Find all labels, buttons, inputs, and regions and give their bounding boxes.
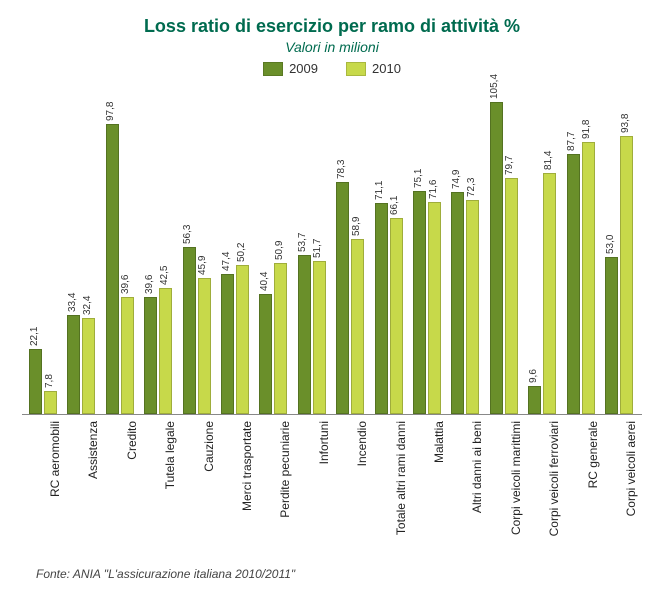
bar-2009: 39,6 xyxy=(144,297,157,414)
bar-2009: 74,9 xyxy=(451,192,464,414)
category-label: Corpi veicoli ferroviari xyxy=(547,421,561,536)
category-label: Tutela legale xyxy=(163,421,177,489)
bar-2009: 22,1 xyxy=(29,349,42,414)
bar-value-label: 39,6 xyxy=(120,274,131,293)
category-label: Incendio xyxy=(355,421,369,466)
bar-value-label: 81,4 xyxy=(543,150,554,169)
bar-value-label: 93,8 xyxy=(620,114,631,133)
bar-2009: 78,3 xyxy=(336,182,349,414)
bar-2010: 50,9 xyxy=(274,263,287,414)
chart-container: Loss ratio di esercizio per ramo di atti… xyxy=(0,0,664,595)
bar-2010: 81,4 xyxy=(543,173,556,414)
bar-value-label: 97,8 xyxy=(105,102,116,121)
bar-2010: 50,2 xyxy=(236,265,249,414)
bar-value-label: 53,0 xyxy=(605,235,616,254)
bar-value-label: 79,7 xyxy=(504,155,515,174)
bar-value-label: 78,3 xyxy=(336,160,347,179)
bar-2009: 56,3 xyxy=(183,247,196,414)
legend-swatch-2009 xyxy=(263,62,283,76)
bar-value-label: 33,4 xyxy=(67,293,78,312)
bar-value-label: 7,8 xyxy=(44,374,55,388)
category-label: Totale altri rami danni xyxy=(394,421,408,535)
bar-value-label: 39,6 xyxy=(144,274,155,293)
bar-2010: 91,8 xyxy=(582,142,595,414)
chart-subtitle: Valori in milioni xyxy=(20,39,644,55)
bar-value-label: 50,9 xyxy=(274,241,285,260)
bar-2009: 53,7 xyxy=(298,255,311,414)
legend-swatch-2010 xyxy=(346,62,366,76)
bar-value-label: 51,7 xyxy=(312,238,323,257)
bar-2010: 72,3 xyxy=(466,200,479,414)
bar-2010: 71,6 xyxy=(428,202,441,414)
bar-2010: 93,8 xyxy=(620,136,633,414)
bar-value-label: 74,9 xyxy=(451,170,462,189)
bar-value-label: 9,6 xyxy=(528,369,539,383)
bar-2009: 9,6 xyxy=(528,386,541,414)
bar-2009: 40,4 xyxy=(259,294,272,414)
bar-value-label: 32,4 xyxy=(82,296,93,315)
category-label: Credito xyxy=(125,421,139,460)
bar-value-label: 22,1 xyxy=(29,326,40,345)
bar-2009: 33,4 xyxy=(67,315,80,414)
category-label: Merci trasportate xyxy=(240,421,254,511)
category-label: Assistenza xyxy=(86,421,100,479)
bar-value-label: 87,7 xyxy=(566,132,577,151)
bar-value-label: 75,1 xyxy=(413,169,424,188)
bar-2010: 79,7 xyxy=(505,178,518,414)
bar-2010: 39,6 xyxy=(121,297,134,414)
bar-value-label: 72,3 xyxy=(466,177,477,196)
bar-value-label: 71,1 xyxy=(374,181,385,200)
bar-value-label: 91,8 xyxy=(581,120,592,139)
chart-legend: 2009 2010 xyxy=(20,61,644,76)
bar-value-label: 71,6 xyxy=(428,179,439,198)
bar-value-label: 40,4 xyxy=(259,272,270,291)
bar-2010: 51,7 xyxy=(313,261,326,414)
legend-label-2010: 2010 xyxy=(372,61,401,76)
chart-plot-area: 22,17,833,432,497,839,639,642,556,345,94… xyxy=(22,94,642,415)
bar-2010: 42,5 xyxy=(159,288,172,414)
bar-value-label: 56,3 xyxy=(182,225,193,244)
bar-value-label: 53,7 xyxy=(297,232,308,251)
bar-2010: 7,8 xyxy=(44,391,57,414)
bar-2010: 45,9 xyxy=(198,278,211,414)
category-label: Malattia xyxy=(432,421,446,463)
bar-2009: 71,1 xyxy=(375,203,388,414)
bar-2010: 32,4 xyxy=(82,318,95,414)
bar-2010: 66,1 xyxy=(390,218,403,414)
category-label: RC aeromobili xyxy=(48,421,62,497)
chart-title: Loss ratio di esercizio per ramo di atti… xyxy=(20,16,644,37)
category-label: Altri danni ai beni xyxy=(470,421,484,513)
category-label: Perdite pecuniarie xyxy=(278,421,292,518)
category-label: Corpi veicoli marittimi xyxy=(509,421,523,535)
bar-value-label: 42,5 xyxy=(159,266,170,285)
category-label: RC generale xyxy=(586,421,600,488)
bar-value-label: 45,9 xyxy=(197,256,208,275)
chart-x-labels: RC aeromobili Assistenza Credito Tutela leg… xyxy=(22,415,642,585)
legend-item-2009: 2009 xyxy=(263,61,318,76)
bar-value-label: 105,4 xyxy=(489,74,500,99)
category-label: Corpi veicoli aerei xyxy=(624,421,638,516)
bar-2009: 53,0 xyxy=(605,257,618,414)
bar-value-label: 58,9 xyxy=(351,217,362,236)
bar-2009: 97,8 xyxy=(106,124,119,414)
legend-item-2010: 2010 xyxy=(346,61,401,76)
bar-value-label: 47,4 xyxy=(221,251,232,270)
bar-2009: 87,7 xyxy=(567,154,580,414)
category-label: Infortuni xyxy=(317,421,331,464)
bar-value-label: 50,2 xyxy=(236,243,247,262)
legend-label-2009: 2009 xyxy=(289,61,318,76)
category-label: Cauzione xyxy=(202,421,216,472)
chart-source: Fonte: ANIA "L'assicurazione italiana 20… xyxy=(36,567,295,581)
bar-2009: 105,4 xyxy=(490,102,503,414)
bar-2010: 58,9 xyxy=(351,239,364,414)
bar-2009: 47,4 xyxy=(221,274,234,414)
bar-value-label: 66,1 xyxy=(389,196,400,215)
bar-2009: 75,1 xyxy=(413,191,426,414)
